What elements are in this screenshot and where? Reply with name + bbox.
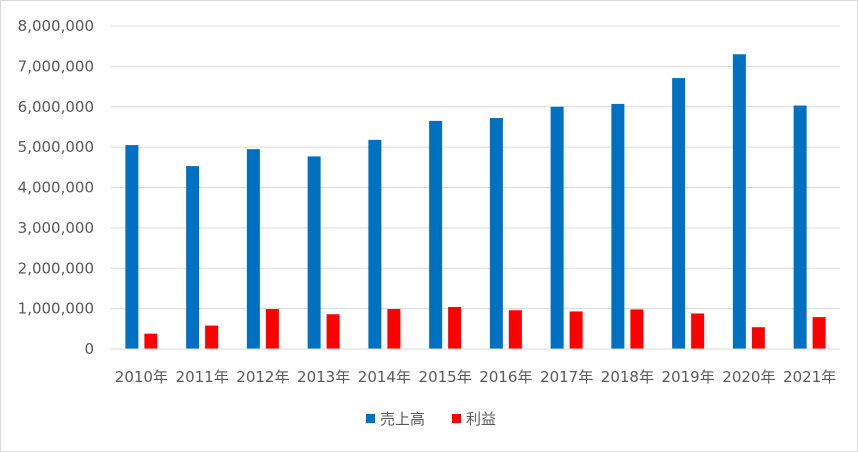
y-tick-label: 4,000,000 xyxy=(18,179,94,197)
bar-profit xyxy=(387,309,401,349)
bar-sales xyxy=(489,118,503,350)
bar-profit xyxy=(812,317,826,349)
bar-sales xyxy=(550,106,564,349)
bar-sales xyxy=(429,120,443,349)
y-tick-label: 0 xyxy=(84,340,94,358)
bar-profit xyxy=(751,327,765,349)
x-tick-label: 2012年 xyxy=(236,368,289,386)
bars xyxy=(125,54,826,350)
bar-profit xyxy=(144,333,158,349)
bar-profit xyxy=(326,314,340,349)
bar-sales xyxy=(368,139,382,349)
bar-sales xyxy=(611,103,625,349)
bar-profit xyxy=(569,311,583,349)
bar-profit xyxy=(508,310,522,349)
legend-label-sales: 売上高 xyxy=(380,410,425,428)
bar-profit xyxy=(630,309,644,349)
x-axis-ticks: 2010年 2011年 2012年 2013年 2014年 2015年 2016年 2017年… xyxy=(115,368,836,386)
x-tick-label: 2020年 xyxy=(722,368,775,386)
x-tick-label: 2015年 xyxy=(419,368,472,386)
bar-sales xyxy=(732,54,746,349)
y-tick-label: 1,000,000 xyxy=(18,300,94,318)
bar-profit xyxy=(448,307,462,349)
x-tick-label: 2017年 xyxy=(540,368,593,386)
bar-profit xyxy=(265,309,279,349)
y-tick-label: 5,000,000 xyxy=(18,138,94,156)
bar-sales xyxy=(125,145,139,349)
bar-profit xyxy=(691,313,705,349)
y-tick-label: 8,000,000 xyxy=(18,17,94,35)
x-tick-label: 2016年 xyxy=(479,368,532,386)
x-tick-label: 2018年 xyxy=(601,368,654,386)
bar-sales xyxy=(186,166,200,349)
bar-profit xyxy=(205,325,219,349)
x-tick-label: 2019年 xyxy=(662,368,715,386)
x-tick-label: 2010年 xyxy=(115,368,168,386)
y-axis-ticks: 0 1,000,000 2,000,000 3,000,000 4,000,000 5,0… xyxy=(18,17,94,358)
y-tick-label: 3,000,000 xyxy=(18,219,94,237)
y-tick-label: 2,000,000 xyxy=(18,259,94,277)
legend-swatch-sales xyxy=(366,414,375,423)
legend-swatch-profit xyxy=(452,414,461,423)
bar-sales xyxy=(672,78,686,350)
bar-sales xyxy=(793,105,807,349)
legend-label-profit: 利益 xyxy=(466,410,496,428)
x-tick-label: 2021年 xyxy=(783,368,836,386)
grid-lines xyxy=(111,25,840,310)
bar-sales xyxy=(246,149,260,349)
x-tick-label: 2013年 xyxy=(297,368,350,386)
bar-sales xyxy=(307,156,321,349)
x-tick-label: 2011年 xyxy=(176,368,229,386)
legend: 売上高 利益 xyxy=(366,410,496,428)
y-tick-label: 7,000,000 xyxy=(18,57,94,75)
x-tick-label: 2014年 xyxy=(358,368,411,386)
y-tick-label: 6,000,000 xyxy=(18,98,94,116)
